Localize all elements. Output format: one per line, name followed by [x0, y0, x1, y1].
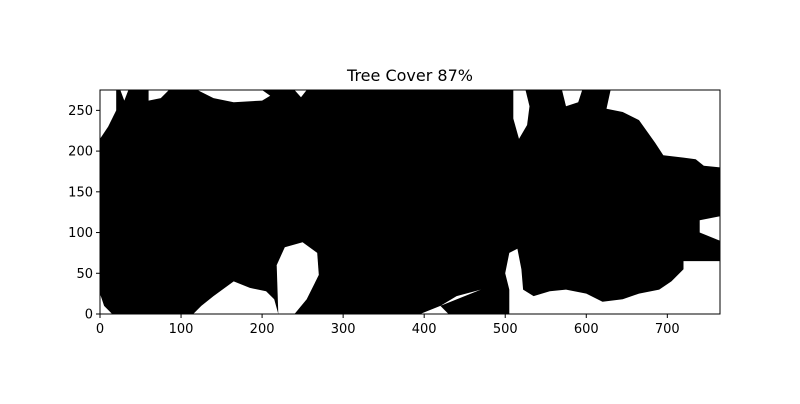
y-tick-label: 100 — [68, 226, 93, 241]
x-tick-label: 500 — [493, 322, 518, 337]
tree-mask — [100, 90, 720, 314]
y-tick-label: 250 — [68, 104, 93, 119]
y-tick-label: 0 — [85, 308, 93, 323]
open-region-top-gap-1 — [120, 90, 129, 101]
open-region-bottom-open-3 — [420, 248, 720, 314]
x-axis: 0 100 200 300 400 500 600 700 — [96, 314, 680, 337]
open-region-bottom-open-1 — [193, 281, 279, 314]
y-axis: 0 50 100 150 200 250 — [68, 104, 100, 323]
x-tick-label: 300 — [331, 322, 356, 337]
x-tick-label: 100 — [169, 322, 194, 337]
plot-area — [99, 89, 721, 315]
chart-title: Tree Cover 87% — [346, 66, 473, 85]
y-tick-label: 50 — [76, 267, 93, 282]
x-tick-label: 400 — [412, 322, 437, 337]
open-region-top-left-corner — [100, 90, 117, 139]
open-region-bottom-left-notch — [100, 293, 113, 314]
y-tick-label: 200 — [68, 145, 93, 160]
x-tick-label: 200 — [250, 322, 275, 337]
x-tick-label: 600 — [574, 322, 599, 337]
open-region-top-gap-3 — [197, 90, 271, 103]
x-tick-label: 700 — [655, 322, 680, 337]
open-region-top-gap-6 — [562, 90, 583, 107]
open-region-right-edge-notch — [699, 216, 720, 241]
open-ground-regions — [100, 90, 720, 314]
open-region-bottom-open-2 — [276, 242, 319, 314]
open-region-top-gap-7 — [606, 90, 720, 168]
plot-frame — [99, 89, 721, 315]
open-region-top-gap-4 — [294, 90, 307, 98]
x-tick-label: 0 — [96, 322, 104, 337]
open-region-top-gap-2 — [148, 90, 169, 101]
y-tick-label: 150 — [68, 185, 93, 200]
open-region-top-gap-5 — [513, 90, 530, 139]
